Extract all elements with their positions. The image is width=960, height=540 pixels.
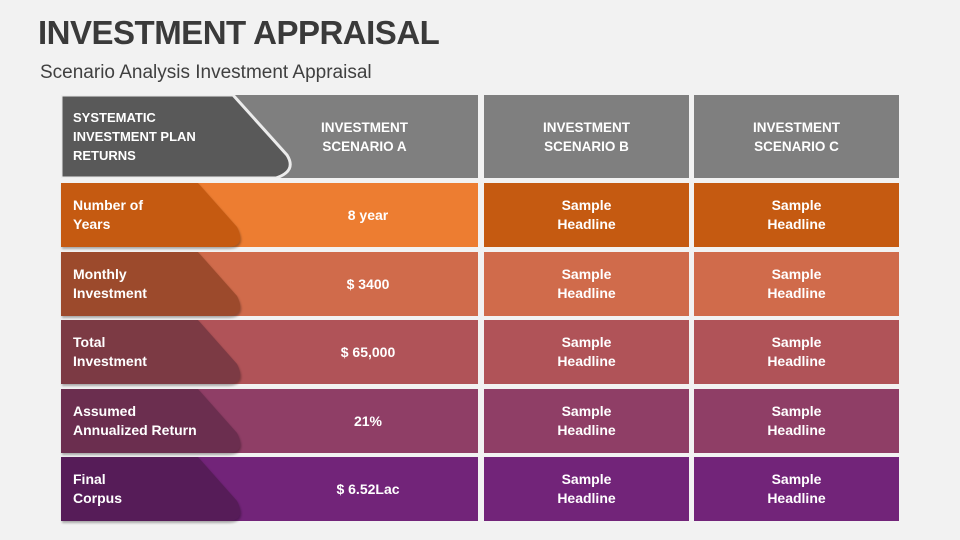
cell-scenario-c: Sample Headline xyxy=(694,320,899,384)
header-corner-label: SYSTEMATIC INVESTMENT PLAN RETURNS xyxy=(73,110,196,163)
row-label: Total Investment xyxy=(73,334,147,369)
row-label-shape xyxy=(61,457,241,521)
header-corner-shape xyxy=(61,95,292,178)
row-label: Number of Years xyxy=(73,197,143,232)
cell-scenario-c: Sample Headline xyxy=(694,252,899,316)
slide-title: INVESTMENT APPRAISAL xyxy=(38,14,440,51)
row-label-shape xyxy=(61,389,241,453)
cell-scenario-b: Sample Headline xyxy=(484,252,689,316)
row-label-shape xyxy=(61,252,241,316)
row-label-shape xyxy=(61,183,241,247)
cell-scenario-c: Sample Headline xyxy=(694,183,899,247)
header-cell-b: INVESTMENT SCENARIO B xyxy=(484,95,689,178)
row-label-shape xyxy=(61,320,241,384)
slide-subtitle: Scenario Analysis Investment Appraisal xyxy=(40,62,372,83)
row-label: Final Corpus xyxy=(73,471,122,506)
cell-scenario-b: Sample Headline xyxy=(484,457,689,521)
cell-scenario-b: Sample Headline xyxy=(484,320,689,384)
row-label: Monthly Investment xyxy=(73,266,147,301)
cell-scenario-c: Sample Headline xyxy=(694,389,899,453)
cell-scenario-c: Sample Headline xyxy=(694,457,899,521)
header-cell-c: INVESTMENT SCENARIO C xyxy=(694,95,899,178)
row-label: Assumed Annualized Return xyxy=(73,403,197,438)
cell-scenario-b: Sample Headline xyxy=(484,183,689,247)
cell-scenario-b: Sample Headline xyxy=(484,389,689,453)
